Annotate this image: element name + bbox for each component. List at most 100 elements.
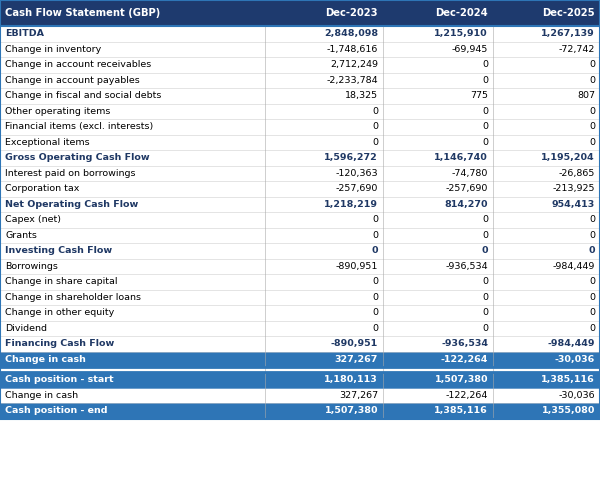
Text: Net Operating Cash Flow: Net Operating Cash Flow <box>5 200 138 209</box>
Text: Change in share capital: Change in share capital <box>5 277 118 286</box>
Text: Corporation tax: Corporation tax <box>5 184 79 193</box>
Text: 0: 0 <box>372 107 378 116</box>
Text: 327,267: 327,267 <box>339 391 378 400</box>
Bar <box>0 57 600 72</box>
Bar <box>0 134 600 150</box>
Bar <box>0 243 600 259</box>
Text: 2,712,249: 2,712,249 <box>330 60 378 69</box>
Text: 327,267: 327,267 <box>335 355 378 364</box>
Text: 0: 0 <box>482 107 488 116</box>
Text: -890,951: -890,951 <box>331 339 378 348</box>
Text: Capex (net): Capex (net) <box>5 215 61 224</box>
Text: -936,534: -936,534 <box>441 339 488 348</box>
Bar <box>0 274 600 290</box>
Text: 0: 0 <box>482 231 488 240</box>
Text: Dec-2024: Dec-2024 <box>435 8 488 18</box>
Text: 1,507,380: 1,507,380 <box>434 375 488 384</box>
Text: 2,848,098: 2,848,098 <box>324 29 378 38</box>
Text: 0: 0 <box>372 138 378 147</box>
Text: 0: 0 <box>589 215 595 224</box>
Text: 1,195,204: 1,195,204 <box>541 153 595 162</box>
Text: 0: 0 <box>372 293 378 302</box>
Text: 1,215,910: 1,215,910 <box>434 29 488 38</box>
Text: 0: 0 <box>482 246 488 255</box>
Text: 0: 0 <box>482 293 488 302</box>
Bar <box>0 227 600 243</box>
Text: 1,385,116: 1,385,116 <box>434 406 488 415</box>
Bar <box>0 72 600 88</box>
Text: 0: 0 <box>371 246 378 255</box>
Text: 0: 0 <box>372 215 378 224</box>
Bar <box>0 0 600 26</box>
Text: -122,264: -122,264 <box>446 391 488 400</box>
Text: -2,233,784: -2,233,784 <box>326 76 378 85</box>
Text: Cash Flow Statement (GBP): Cash Flow Statement (GBP) <box>5 8 160 18</box>
Text: Investing Cash Flow: Investing Cash Flow <box>5 246 112 255</box>
Bar <box>0 165 600 181</box>
Text: 954,413: 954,413 <box>552 200 595 209</box>
Text: Change in shareholder loans: Change in shareholder loans <box>5 293 141 302</box>
Text: Change in fiscal and social debts: Change in fiscal and social debts <box>5 91 161 100</box>
Text: 0: 0 <box>589 277 595 286</box>
Bar <box>0 320 600 336</box>
Text: 0: 0 <box>372 231 378 240</box>
Text: 18,325: 18,325 <box>345 91 378 100</box>
Text: 1,267,139: 1,267,139 <box>541 29 595 38</box>
Bar <box>0 387 600 403</box>
Text: Financing Cash Flow: Financing Cash Flow <box>5 339 114 348</box>
Text: -26,865: -26,865 <box>559 169 595 178</box>
Text: 0: 0 <box>589 138 595 147</box>
Bar <box>0 42 600 57</box>
Bar <box>0 305 600 320</box>
Text: Change in other equity: Change in other equity <box>5 308 114 317</box>
Text: Gross Operating Cash Flow: Gross Operating Cash Flow <box>5 153 149 162</box>
Text: EBITDA: EBITDA <box>5 29 44 38</box>
Text: Change in cash: Change in cash <box>5 355 86 364</box>
Bar <box>0 259 600 274</box>
Bar <box>0 119 600 134</box>
Text: -30,036: -30,036 <box>555 355 595 364</box>
Bar <box>0 104 600 119</box>
Text: 0: 0 <box>372 277 378 286</box>
Text: -213,925: -213,925 <box>553 184 595 193</box>
Text: -122,264: -122,264 <box>440 355 488 364</box>
Text: Interest paid on borrowings: Interest paid on borrowings <box>5 169 136 178</box>
Bar <box>0 88 600 104</box>
Text: 0: 0 <box>372 308 378 317</box>
Text: -984,449: -984,449 <box>548 339 595 348</box>
Text: Change in inventory: Change in inventory <box>5 45 101 54</box>
Text: 0: 0 <box>589 246 595 255</box>
Text: -257,690: -257,690 <box>446 184 488 193</box>
Bar <box>0 336 600 352</box>
Text: 0: 0 <box>589 76 595 85</box>
Bar <box>0 352 600 367</box>
Text: -69,945: -69,945 <box>452 45 488 54</box>
Text: -72,742: -72,742 <box>559 45 595 54</box>
Text: 0: 0 <box>482 76 488 85</box>
Text: 0: 0 <box>372 324 378 333</box>
Bar <box>0 0 600 418</box>
Text: -1,748,616: -1,748,616 <box>326 45 378 54</box>
Text: Financial items (excl. interests): Financial items (excl. interests) <box>5 122 153 131</box>
Bar <box>0 26 600 42</box>
Bar <box>0 403 600 418</box>
Text: Dec-2025: Dec-2025 <box>542 8 595 18</box>
Bar <box>0 372 600 387</box>
Text: 0: 0 <box>482 138 488 147</box>
Text: 0: 0 <box>589 122 595 131</box>
Text: Borrowings: Borrowings <box>5 262 58 271</box>
Text: 0: 0 <box>589 60 595 69</box>
Text: -30,036: -30,036 <box>559 391 595 400</box>
Text: Exceptional items: Exceptional items <box>5 138 89 147</box>
Text: 807: 807 <box>577 91 595 100</box>
Text: 1,218,219: 1,218,219 <box>324 200 378 209</box>
Text: 1,355,080: 1,355,080 <box>542 406 595 415</box>
Bar <box>0 150 600 165</box>
Text: Change in account receivables: Change in account receivables <box>5 60 151 69</box>
Text: 0: 0 <box>482 324 488 333</box>
Text: -74,780: -74,780 <box>452 169 488 178</box>
Text: Cash position - start: Cash position - start <box>5 375 113 384</box>
Text: 0: 0 <box>589 324 595 333</box>
Text: 814,270: 814,270 <box>445 200 488 209</box>
Text: 0: 0 <box>589 293 595 302</box>
